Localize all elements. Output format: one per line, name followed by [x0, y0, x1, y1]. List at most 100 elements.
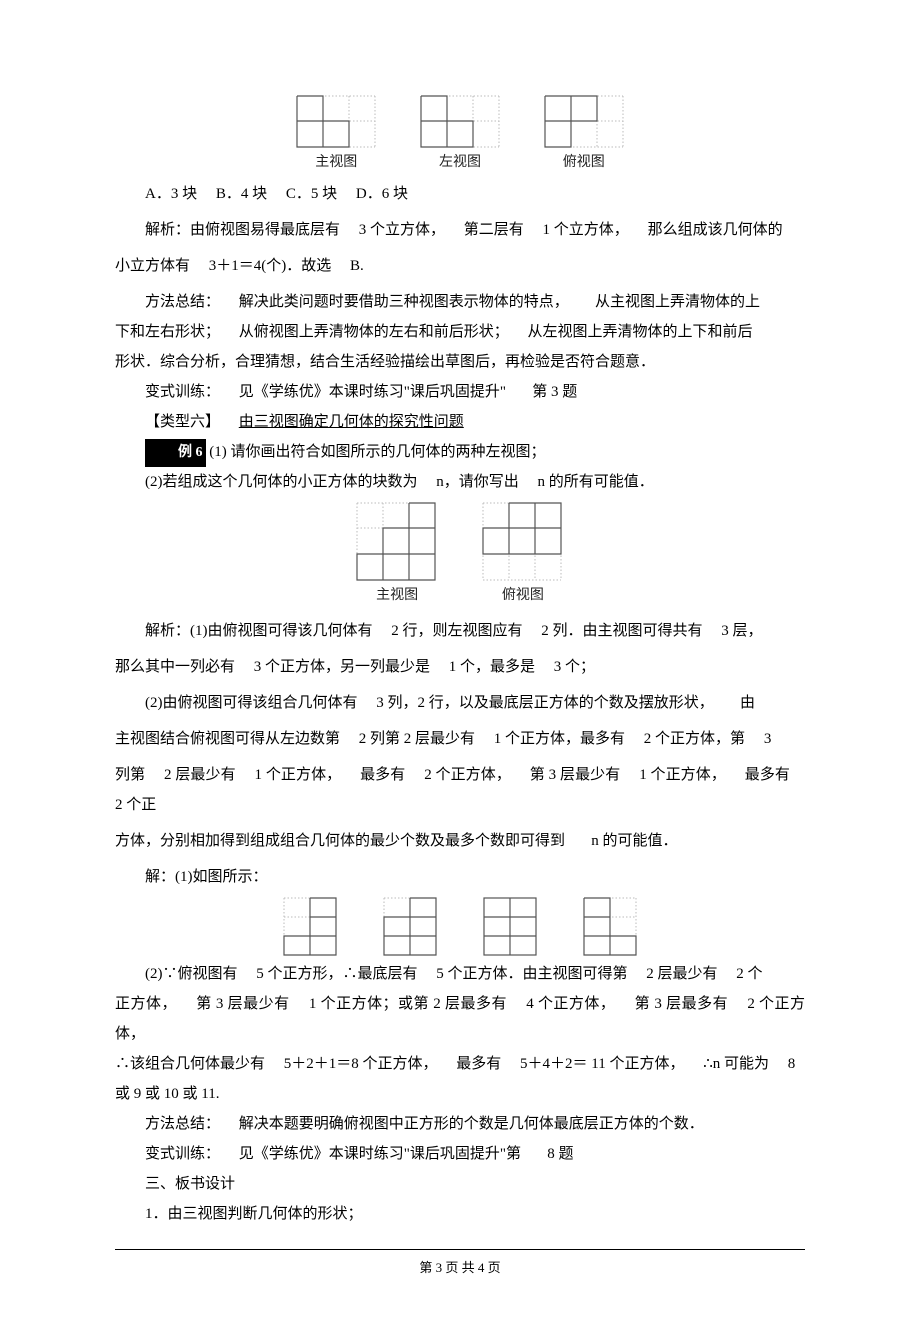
e3q: 2 个正 — [115, 797, 156, 813]
e3l: 最多有 — [360, 767, 405, 783]
e2c: 2 列．由主视图可得共有 — [541, 623, 702, 639]
e3s: n 的可能值． — [591, 833, 677, 849]
var-c: 第 3 题 — [532, 384, 577, 400]
e2h: 3 个； — [554, 659, 595, 675]
method-summary-2: 方法总结： 解决本题要明确俯视图中正方形的个数是几何体最底层正方体的个数． — [115, 1109, 805, 1139]
p5c: 1 个正方体；或第 2 层最多有 — [309, 996, 507, 1012]
exp1c: 第二层有 — [464, 222, 524, 238]
m2b: 解决本题要明确俯视图中正方形的个数是几何体最底层正方体的个数． — [239, 1116, 704, 1132]
exp1h: B. — [350, 258, 364, 274]
top-view-svg — [544, 95, 624, 149]
explanation-3-p4: 方体，分别相加得到组成组合几何体的最少个数及最多个数即可得到 n 的可能值． — [115, 826, 805, 856]
opt-c: C．5 块 — [286, 186, 337, 202]
e3p: 最多有 — [745, 767, 790, 783]
p4a: (2)∵俯视图有 — [145, 966, 238, 982]
m1d: 下和左右形状； — [115, 324, 220, 340]
example-badge: 例 6 — [145, 439, 206, 467]
example-6-q1: 例 6 (1) 请你画出符合如图所示的几何体的两种左视图； — [115, 437, 805, 467]
var-b: 见《学练优》本课时练习"课后巩固提升" — [239, 384, 506, 400]
solution-1-label: 解：(1)如图所示： — [115, 862, 805, 892]
e3k: 1 个正方体， — [255, 767, 342, 783]
left-view-caption: 左视图 — [420, 149, 500, 177]
footer-divider — [115, 1249, 805, 1250]
exp1g: 3＋1＝4(个)．故选 — [209, 258, 332, 274]
explanation-1b: 小立方体有 3＋1＝4(个)．故选 B. — [115, 251, 805, 281]
exp1f: 小立方体有 — [115, 258, 190, 274]
main-view-2-svg — [356, 502, 438, 582]
method-summary-1-l3: 形状．综合分析，合理猜想，结合生活经验描绘出草图后，再检验是否符合题意． — [115, 347, 805, 377]
p5d: 4 个正方体， — [526, 996, 615, 1012]
e3n: 第 3 层最少有 — [530, 767, 621, 783]
p4d: 2 层最少有 — [646, 966, 717, 982]
explanation-3-p1: (2)由俯视图可得该组合几何体有 3 列，2 行，以及最底层正方体的个数及摆放形… — [115, 688, 805, 718]
middle-views: 主视图 俯视图 — [115, 502, 805, 610]
e3f: 1 个正方体，最多有 — [494, 731, 625, 747]
para-6: ∴该组合几何体最少有 5＋2＋1＝8 个正方体， 最多有 5＋4＋2＝ 11 个… — [115, 1049, 805, 1079]
p6d: 5＋4＋2＝ 11 个正方体， — [520, 1056, 684, 1072]
opt-a: A．3 块 — [145, 186, 197, 202]
e3m: 2 个正方体， — [424, 767, 511, 783]
e3j: 2 层最少有 — [164, 767, 236, 783]
p6a: ∴该组合几何体最少有 — [115, 1056, 265, 1072]
p6f: 8 — [788, 1056, 796, 1072]
explanation-3-p2: 主视图结合俯视图可得从左边数第 2 列第 2 层最少有 1 个正方体，最多有 2… — [115, 724, 805, 754]
p5b: 第 3 层最少有 — [196, 996, 289, 1012]
p5e: 第 3 层最多有 — [635, 996, 728, 1012]
method-summary-1: 方法总结： 解决此类问题时要借助三种视图表示物体的特点， 从主视图上弄清物体的上 — [115, 287, 805, 317]
e3g: 2 个正方体，第 — [644, 731, 745, 747]
ex6-q2c: n 的所有可能值． — [538, 474, 654, 490]
four-left-views — [115, 897, 805, 957]
explanation-2-p2: 那么其中一列必有 3 个正方体，另一列最少是 1 个，最多是 3 个； — [115, 652, 805, 682]
main-view-svg — [296, 95, 376, 149]
e3i: 列第 — [115, 767, 145, 783]
p4e: 2 个 — [736, 966, 762, 982]
ex6-q2a: (2)若组成这个几何体的小正方体的块数为 — [145, 474, 418, 490]
e3h: 3 — [764, 731, 772, 747]
m1e: 从俯视图上弄清物体的左右和前后形状； — [239, 324, 509, 340]
left-view-1: 左视图 — [420, 95, 500, 177]
board-item-1: 1．由三视图判断几何体的形状； — [115, 1199, 805, 1229]
top-view-caption: 俯视图 — [544, 149, 624, 177]
page-number: 第 3 页 共 4 页 — [115, 1255, 805, 1281]
lv-1 — [270, 897, 350, 957]
var2a: 变式训练： — [145, 1146, 220, 1162]
lv-4 — [570, 897, 650, 957]
e3c: 由 — [740, 695, 755, 711]
e2f: 3 个正方体，另一列最少是 — [254, 659, 430, 675]
lv4-svg — [570, 897, 650, 957]
type-6-heading: 【类型六】 由三视图确定几何体的探究性问题 — [115, 407, 805, 437]
e2g: 1 个，最多是 — [449, 659, 535, 675]
main-view-1: 主视图 — [296, 95, 376, 177]
p6e: ∴n 可能为 — [703, 1056, 769, 1072]
top-view-1: 俯视图 — [544, 95, 624, 177]
para-4: (2)∵俯视图有 5 个正方形，∴最底层有 5 个正方体．由主视图可得第 2 层… — [115, 959, 805, 989]
options-line: A．3 块 B．4 块 C．5 块 D．6 块 — [115, 179, 805, 209]
e3o: 1 个正方体， — [639, 767, 726, 783]
type6-label: 【类型六】 — [145, 414, 220, 430]
m1c: 从主视图上弄清物体的上 — [595, 294, 760, 310]
para-7: 或 9 或 10 或 11. — [115, 1079, 805, 1109]
p6c: 最多有 — [456, 1056, 501, 1072]
exp1e: 那么组成该几何体的 — [648, 222, 783, 238]
m1b: 解决此类问题时要借助三种视图表示物体的特点， — [239, 294, 569, 310]
p4b: 5 个正方形，∴最底层有 — [256, 966, 417, 982]
lv-2 — [370, 897, 450, 957]
opt-b: B．4 块 — [216, 186, 267, 202]
explanation-2-p1: 解析：(1)由俯视图可得该几何体有 2 行，则左视图应有 2 列．由主视图可得共… — [115, 616, 805, 646]
m1g: 形状．综合分析，合理猜想，结合生活经验描绘出草图后，再检验是否符合题意． — [115, 354, 655, 370]
exp1d: 1 个立方体， — [543, 222, 629, 238]
main-view-caption: 主视图 — [296, 149, 376, 177]
m1a: 方法总结： — [145, 294, 220, 310]
var2c: 8 题 — [547, 1146, 573, 1162]
explanation-1: 解析：由俯视图易得最底层有 3 个立方体， 第二层有 1 个立方体， 那么组成该… — [115, 215, 805, 245]
e3a: (2)由俯视图可得该组合几何体有 — [145, 695, 358, 711]
lv-3 — [470, 897, 550, 957]
exp1a: 解析：由俯视图易得最底层有 — [145, 222, 340, 238]
var2b: 见《学练优》本课时练习"课后巩固提升"第 — [239, 1146, 521, 1162]
ex6-q2b: n，请你写出 — [436, 474, 519, 490]
p4c: 5 个正方体．由主视图可得第 — [436, 966, 627, 982]
variant-training-1: 变式训练： 见《学练优》本课时练习"课后巩固提升" 第 3 题 — [115, 377, 805, 407]
ex6-q1: (1) 请你画出符合如图所示的几何体的两种左视图； — [209, 444, 545, 460]
top-view-2: 俯视图 — [482, 502, 564, 610]
p7: 或 9 或 10 或 11. — [115, 1086, 219, 1102]
